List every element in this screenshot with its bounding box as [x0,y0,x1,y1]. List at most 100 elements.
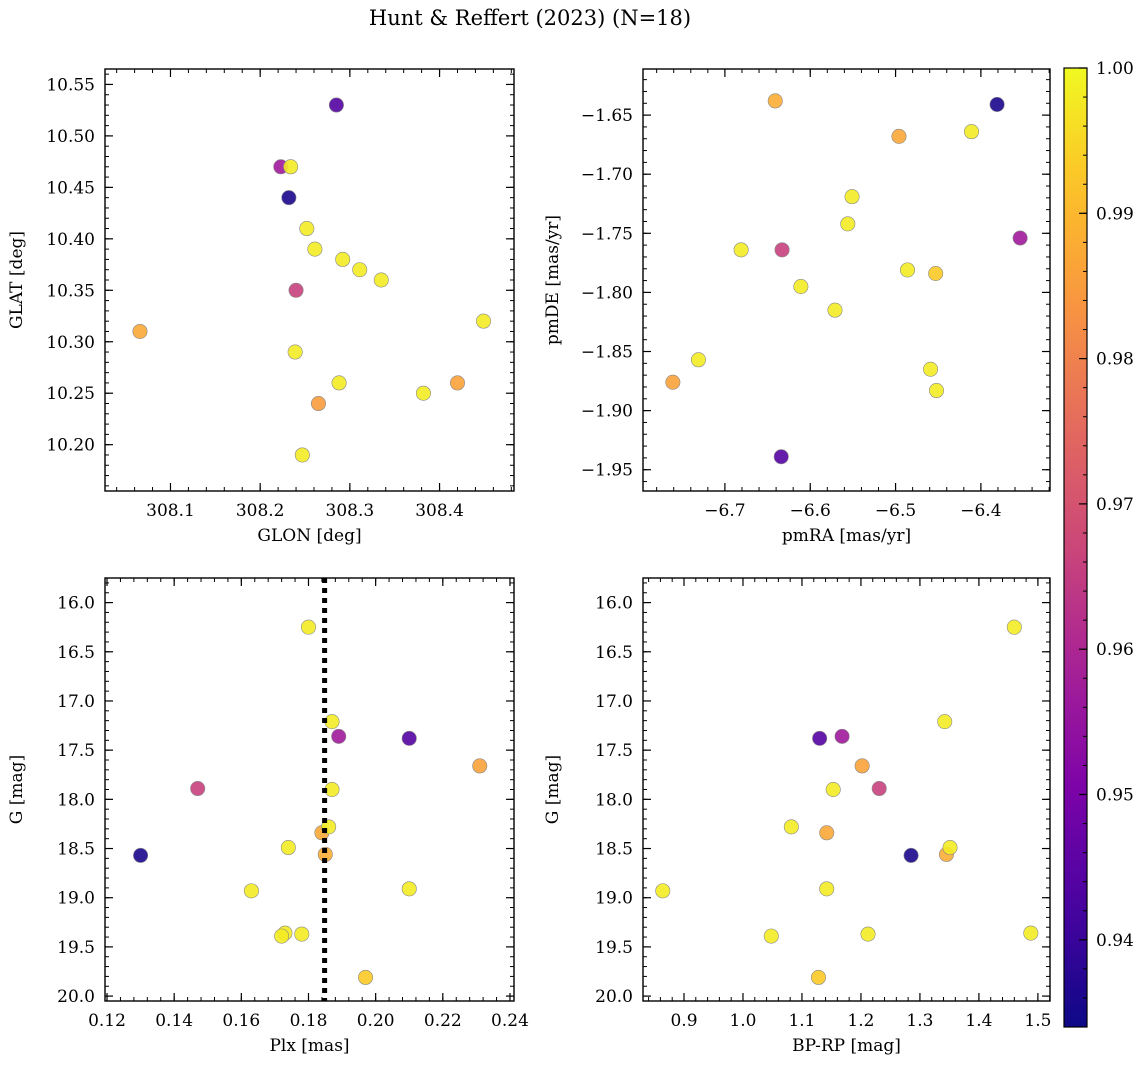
y-tick-label: 17.5 [595,741,633,761]
y-tick-label: 10.35 [46,281,95,301]
data-point [274,928,290,944]
data-point [891,128,907,144]
y-tick-label: 10.50 [46,127,95,147]
data-point [288,282,304,298]
data-point [854,758,870,774]
x-tick-label: 1.0 [729,1011,756,1031]
x-tick-label: 308.1 [146,501,195,521]
y-tick-label: −1.85 [581,343,633,363]
y-tick-label: 17.5 [57,741,95,761]
data-point [281,190,297,206]
data-point [942,840,958,856]
x-axis-label: GLON [deg] [257,526,361,546]
y-tick-label: 10.30 [46,333,95,353]
data-point [358,969,374,985]
y-tick-label: −1.90 [581,402,633,422]
y-tick-label: −1.80 [581,283,633,303]
x-tick-label: 0.16 [222,1011,260,1031]
data-point [415,385,431,401]
data-point [331,375,347,391]
scatter-panel-pmra-pmde: −6.7 −6.6 −6.5 −6.4 −1.95 −1.90 −1.85 −1.80 −1.7… [543,68,1051,546]
data-point [834,728,850,744]
data-point [665,374,681,390]
y-tick-label: 19.0 [57,889,95,909]
x-tick-label: 308.2 [236,501,285,521]
data-point [190,781,206,797]
x-tick-label: −6.6 [790,501,831,521]
data-point [819,825,835,841]
data-point [773,449,789,465]
y-tick-label: 18.5 [595,840,633,860]
data-point [294,447,310,463]
data-point [373,272,389,288]
y-tick-label: 17.0 [57,692,95,712]
y-tick-label: 20.0 [595,987,633,1007]
data-point [287,344,303,360]
scatter-panel-plx-g: 0.12 0.14 0.16 0.18 0.20 0.22 0.24 16.0 16.5 17.0… [7,577,529,1056]
points-group [655,619,1039,985]
y-tick-label: 20.0 [57,987,95,1007]
data-point [860,926,876,942]
data-point [844,189,860,205]
data-point [812,730,828,746]
colorbar-gradient [1064,68,1087,1027]
x-tick-label: 0.18 [290,1011,328,1031]
data-point [937,714,953,730]
data-point [243,883,259,899]
y-tick-label: −1.95 [581,461,633,481]
y-axis-label: G [mag] [7,755,27,824]
data-point [871,781,887,797]
data-point [903,847,919,863]
colorbar-tick-label: 0.98 [1096,350,1134,370]
axes-frame [104,577,515,1002]
colorbar-tick-label: 0.99 [1096,204,1134,224]
y-tick-label: 10.40 [46,230,95,250]
x-tick-label: 1.4 [965,1011,992,1031]
x-tick-label: −6.5 [875,501,916,521]
y-tick-label: 19.0 [595,889,633,909]
x-tick-label: 308.4 [415,501,464,521]
data-point [331,728,347,744]
data-point [476,313,492,329]
data-point [929,383,945,399]
y-tick-label: 10.25 [46,384,95,404]
data-point [310,396,326,412]
data-point [1023,925,1039,941]
y-tick-label: 17.0 [595,692,633,712]
data-point [299,221,315,237]
data-point [307,241,323,257]
y-axis-label: GLAT [deg] [7,231,27,329]
figure-title: Hunt & Reffert (2023) (N=18) [368,6,692,30]
y-tick-label: 10.20 [46,436,95,456]
colorbar-tick-label: 0.94 [1096,931,1134,951]
data-point [401,881,417,897]
y-tick-label: 18.0 [57,790,95,810]
data-point [923,361,939,377]
data-point [352,262,368,278]
data-point [810,969,826,985]
data-point [733,242,749,258]
data-point [819,881,835,897]
data-point [300,619,316,635]
data-point [767,93,783,109]
x-tick-label: 0.12 [88,1011,126,1031]
y-tick-label: 18.0 [595,790,633,810]
y-axis-label: pmDE [mas/yr] [543,215,563,345]
data-point [280,840,296,856]
data-point [964,124,980,140]
data-point [783,819,799,835]
x-tick-label: 0.9 [670,1011,697,1031]
colorbar-tick-label: 0.95 [1096,786,1134,806]
x-tick-label: 0.24 [491,1011,529,1031]
y-tick-label: 10.55 [46,75,95,95]
x-tick-label: 308.3 [326,501,375,521]
data-point [655,883,671,899]
y-tick-label: −1.75 [581,224,633,244]
y-tick-label: −1.70 [581,165,633,185]
points-group [665,93,1028,465]
y-tick-label: 16.0 [57,594,95,614]
scatter-panel-glon-glat: 308.1 308.2 308.3 308.4 10.20 10.25 10.30 10.35… [7,68,515,546]
x-axis-label: Plx [mas] [269,1036,349,1056]
colorbar: 0.94 0.95 0.96 0.97 0.98 0.99 1.00 [1063,59,1134,1028]
data-point [989,96,1005,112]
